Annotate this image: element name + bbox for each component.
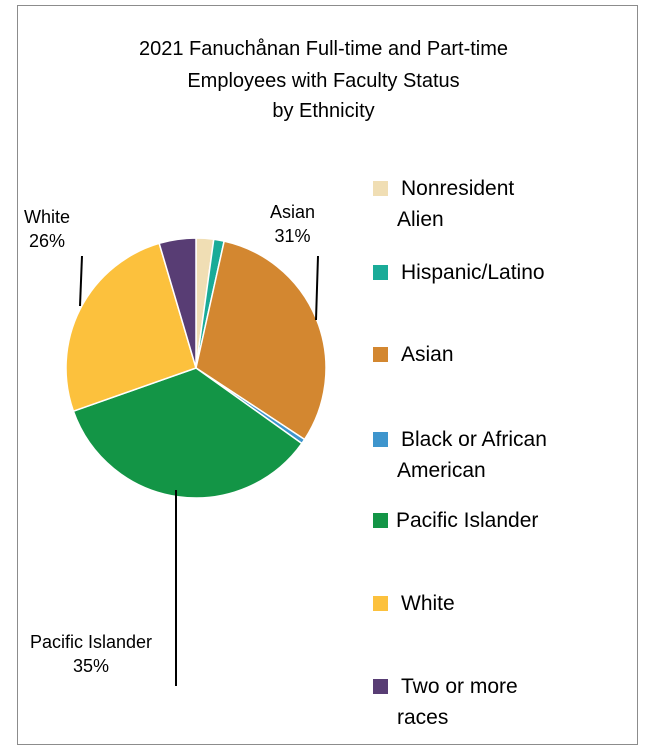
legend-swatch-nonresident-alien — [373, 181, 388, 196]
legend-label-black-or-african-american-line-1: Black or African — [401, 428, 547, 451]
legend-swatch-hispanic-latino — [373, 265, 388, 280]
data-label-pacific-islander: Pacific Islander 35% — [30, 630, 152, 678]
chart-title-line-1: 2021 Fanuchånan Full-time and Part-time — [138, 38, 509, 60]
legend-label-nonresident-alien-line-1: Nonresident — [401, 177, 515, 200]
data-label-white-pct: 26% — [28, 231, 66, 251]
pie-slice-pacific-islander — [72, 367, 303, 499]
legend-label-black-or-african-american-line-2: American — [397, 459, 486, 482]
data-label-white-name: White — [24, 207, 71, 227]
legend-label-hispanic-latino: Hispanic/Latino — [401, 261, 545, 284]
leader-line-white — [79, 255, 83, 307]
pie-slice-two-or-more-races — [158, 237, 197, 369]
data-label-asian-pct: 31% — [274, 226, 311, 246]
legend-label-pacific-islander: Pacific Islander — [396, 509, 539, 532]
legend-label-two-or-more-races-line-2: races — [397, 706, 449, 729]
data-label-white: White 26% — [24, 205, 70, 253]
legend-label-two-or-more-races-line-1: Two or more — [401, 675, 518, 698]
legend-swatch-asian — [373, 347, 388, 362]
pie-slice-white — [65, 242, 197, 413]
legend-label-white: White — [401, 592, 455, 615]
legend-label-nonresident-alien-line-2: Alien — [397, 208, 444, 231]
legend-label-asian: Asian — [401, 343, 454, 366]
data-label-pacific-islander-pct: 35% — [73, 656, 110, 676]
data-label-pacific-islander-name: Pacific Islander — [30, 632, 153, 652]
chart-title-line-3: by Ethnicity — [272, 100, 375, 122]
legend-swatch-black-or-african-american — [373, 432, 388, 447]
data-label-asian-name: Asian — [270, 202, 316, 222]
data-label-asian: Asian 31% — [270, 200, 315, 248]
legend-swatch-two-or-more-races — [373, 679, 388, 694]
legend-swatch-white — [373, 596, 388, 611]
chart-title-line-2: Employees with Faculty Status — [187, 70, 460, 92]
legend-swatch-pacific-islander — [373, 513, 388, 528]
leader-line-asian — [315, 255, 319, 321]
